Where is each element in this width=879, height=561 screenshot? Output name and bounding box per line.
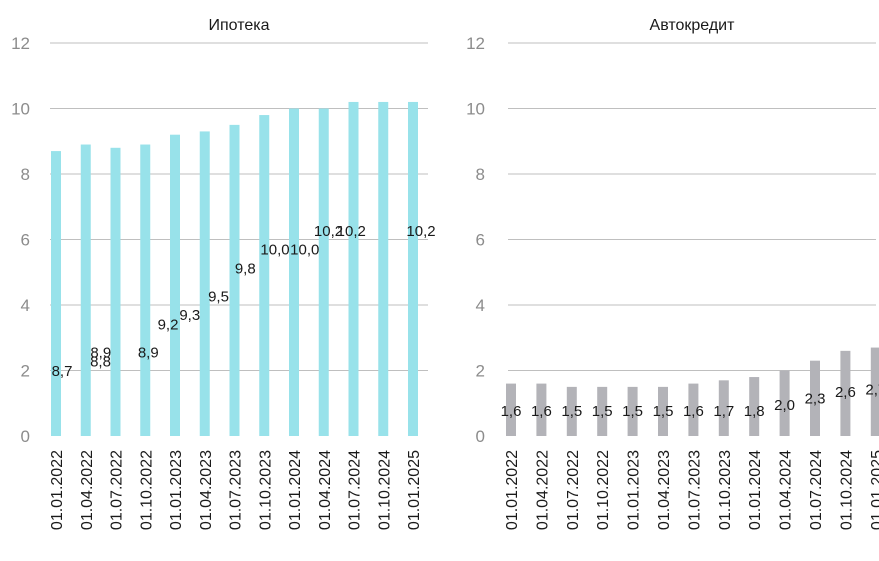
- bar: [110, 147, 121, 437]
- x-tick-label: 01.07.2024: [808, 450, 825, 530]
- bar: [348, 101, 359, 436]
- data-label: 9,3: [179, 307, 200, 324]
- data-label: 10,2: [314, 223, 343, 240]
- x-tick-label: 01.01.2025: [406, 450, 423, 530]
- x-tick-label: 01.01.2022: [49, 450, 66, 530]
- x-tick-label: 01.01.2025: [869, 450, 879, 530]
- bar: [259, 115, 270, 437]
- data-label: 1,5: [653, 403, 674, 420]
- bar: [170, 134, 180, 436]
- y-tick-label: 4: [476, 296, 485, 315]
- x-tick-label: 01.04.2023: [198, 450, 215, 530]
- bar: [779, 370, 790, 436]
- x-tick-label: 01.07.2023: [686, 450, 703, 530]
- y-tick-label: 12: [466, 34, 485, 53]
- x-tick-label: 01.01.2022: [504, 450, 521, 530]
- bar: [289, 108, 299, 436]
- y-tick-label: 2: [21, 362, 30, 381]
- data-label: 1,5: [622, 403, 643, 420]
- data-label: 10,2: [337, 223, 366, 240]
- x-tick-label: 01.10.2022: [595, 450, 612, 530]
- y-tick-label: 8: [21, 165, 30, 184]
- y-tick-label: 4: [21, 296, 30, 315]
- data-label: 2,3: [805, 390, 826, 407]
- bar: [688, 383, 699, 436]
- bar: [810, 360, 820, 436]
- y-tick-label: 2: [476, 362, 485, 381]
- data-label: 8,9: [138, 344, 159, 361]
- x-tick-label: 01.10.2023: [717, 450, 734, 530]
- x-tick-label: 01.07.2022: [565, 450, 582, 530]
- bar: [749, 377, 760, 436]
- data-label: 8,9: [90, 344, 111, 361]
- data-label: 1,6: [501, 403, 522, 420]
- x-tick-label: 01.04.2022: [79, 450, 96, 530]
- bar: [199, 131, 210, 437]
- x-tick-label: 01.01.2023: [168, 450, 185, 530]
- data-label: 1,5: [561, 403, 582, 420]
- chart-title: Автокредит: [650, 17, 736, 34]
- y-tick-label: 0: [476, 427, 485, 446]
- bar: [378, 101, 389, 436]
- x-tick-label: 01.01.2024: [287, 450, 304, 530]
- bar: [80, 144, 91, 436]
- x-tick-label: 01.10.2024: [376, 450, 393, 530]
- x-tick-label: 01.10.2024: [838, 450, 855, 530]
- x-tick-label: 01.01.2023: [626, 450, 643, 530]
- bar: [870, 347, 879, 436]
- bar: [408, 101, 418, 436]
- data-label: 10,0: [290, 242, 319, 259]
- bar: [658, 386, 668, 436]
- data-label: 8,7: [52, 363, 73, 380]
- data-label: 1,5: [592, 403, 613, 420]
- data-label: 9,2: [158, 316, 179, 333]
- x-tick-label: 01.04.2023: [656, 450, 673, 530]
- bar: [536, 383, 547, 436]
- data-label: 1,6: [683, 403, 704, 420]
- bar: [140, 144, 151, 436]
- bar: [597, 386, 608, 436]
- y-tick-label: 12: [11, 34, 30, 53]
- x-tick-label: 01.10.2022: [138, 450, 155, 530]
- bar: [840, 350, 851, 436]
- x-tick-label: 01.07.2022: [109, 450, 126, 530]
- y-tick-label: 0: [21, 427, 30, 446]
- bar: [318, 108, 329, 436]
- x-tick-label: 01.07.2024: [347, 450, 364, 530]
- data-label: 9,5: [208, 288, 229, 305]
- x-tick-label: 01.04.2024: [317, 450, 334, 530]
- data-label: 1,6: [531, 403, 552, 420]
- chart-title: Ипотека: [208, 17, 269, 34]
- data-label: 2,6: [835, 384, 856, 401]
- data-label: 1,7: [713, 403, 734, 420]
- data-label: 2,0: [774, 397, 795, 414]
- data-label: 1,8: [744, 403, 765, 420]
- data-label: 8,8: [90, 354, 111, 371]
- y-tick-label: 10: [466, 100, 485, 119]
- y-tick-label: 6: [476, 231, 485, 250]
- data-label: 10,2: [406, 223, 435, 240]
- y-tick-label: 8: [476, 165, 485, 184]
- x-tick-label: 01.07.2023: [228, 450, 245, 530]
- bar: [51, 151, 61, 436]
- y-tick-label: 6: [21, 231, 30, 250]
- bar: [229, 124, 240, 436]
- x-tick-label: 01.04.2024: [778, 450, 795, 530]
- y-tick-label: 10: [11, 100, 30, 119]
- x-tick-label: 01.10.2023: [257, 450, 274, 530]
- bar: [566, 386, 577, 436]
- bar: [627, 386, 638, 436]
- x-tick-label: 01.04.2022: [534, 450, 551, 530]
- bar: [506, 383, 516, 436]
- data-label: 2,7: [865, 382, 879, 399]
- bar: [718, 380, 729, 436]
- data-label: 9,8: [235, 260, 256, 277]
- x-tick-label: 01.01.2024: [747, 450, 764, 530]
- data-label: 10,0: [260, 242, 289, 259]
